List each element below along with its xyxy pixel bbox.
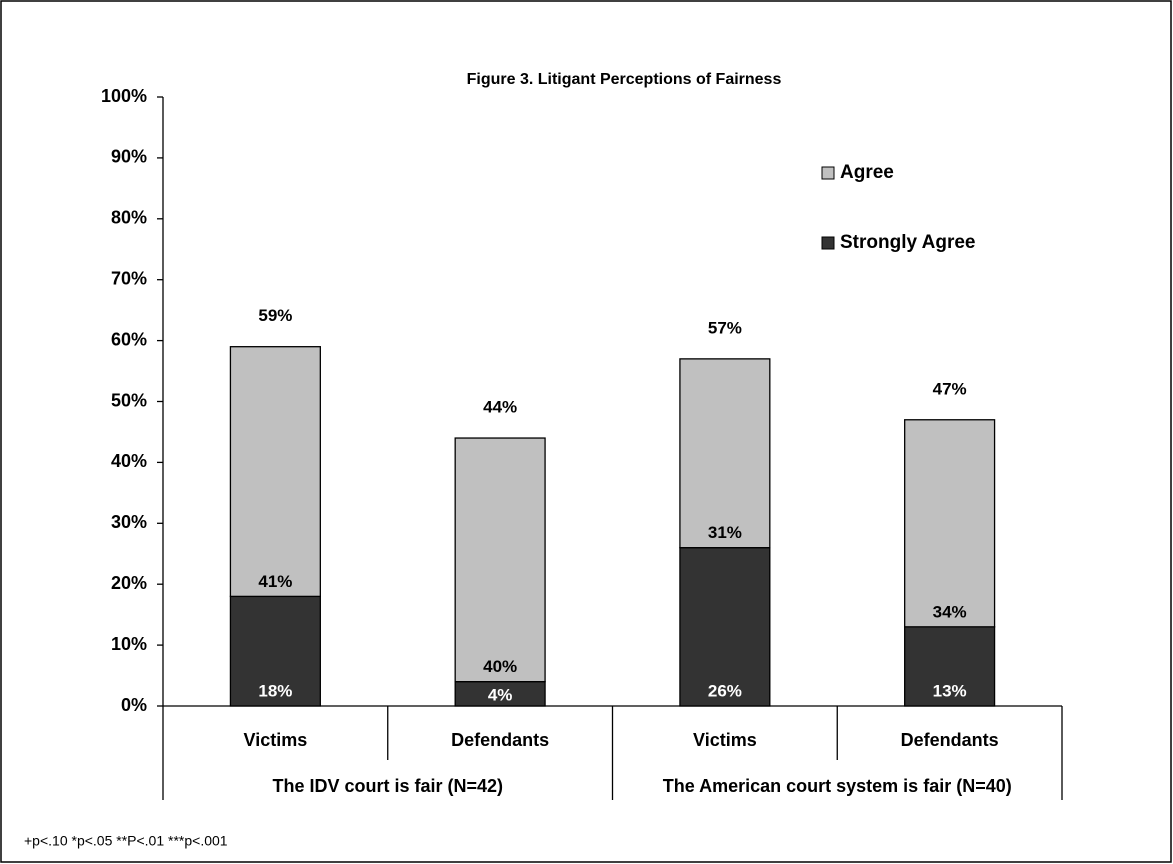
x-tick-label: Victims [693,730,757,750]
bar-segment [229,346,321,598]
y-tick-label: 60% [111,329,147,349]
bar-segment [904,419,996,628]
y-tick-label: 50% [111,390,147,410]
x-tick-label: Defendants [451,730,549,750]
total-label: 59% [258,306,292,325]
data-label: 40% [483,657,517,676]
group-label: The IDV court is fair (N=42) [272,776,503,796]
bar-segment [679,358,771,549]
x-tick-label: Defendants [901,730,999,750]
footnote: +p<.10 *p<.05 **P<.01 ***p<.001 [24,833,228,849]
group-label: The American court system is fair (N=40) [663,776,1012,796]
legend-swatch [821,236,835,250]
chart-title: Figure 3. Litigant Perceptions of Fairne… [467,71,782,88]
data-label: 31% [708,523,742,542]
total-label: 44% [483,398,517,417]
data-label: 26% [708,681,742,700]
data-label: 4% [488,685,513,704]
bar-segment [904,626,996,707]
data-label: 34% [933,602,967,621]
y-tick-label: 40% [111,451,147,471]
y-tick-label: 80% [111,208,147,228]
legend-label: Agree [840,162,894,183]
bar-segment [679,547,771,707]
total-label: 57% [708,318,742,337]
y-tick-label: 0% [121,695,147,715]
y-tick-label: 30% [111,512,147,532]
data-label: 13% [933,681,967,700]
y-tick-label: 20% [111,573,147,593]
total-label: 47% [933,379,967,398]
y-tick-label: 10% [111,634,147,654]
y-tick-label: 100% [101,86,147,106]
data-label: 41% [258,572,292,591]
x-tick-label: Victims [244,730,308,750]
y-tick-label: 90% [111,147,147,167]
legend-label: Strongly Agree [840,232,976,253]
bar-segment [454,437,546,683]
legend-swatch [821,166,835,180]
y-tick-label: 70% [111,268,147,288]
data-label: 18% [258,681,292,700]
